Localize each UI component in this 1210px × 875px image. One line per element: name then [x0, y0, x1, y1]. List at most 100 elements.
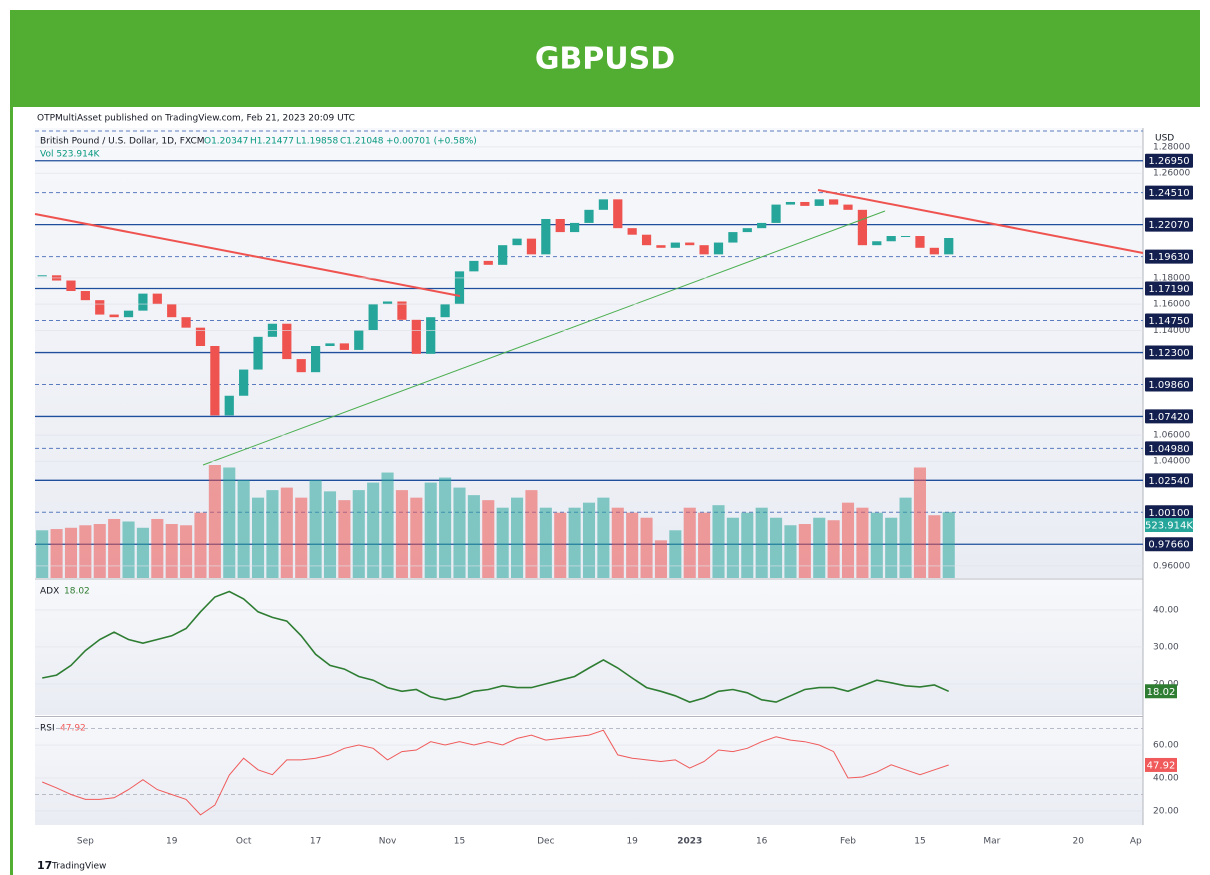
level-box [1145, 409, 1193, 424]
volume-bar [309, 480, 322, 578]
x-tick-label: 20 [1073, 837, 1085, 847]
level-label: 1.04980 [1148, 444, 1189, 455]
x-tick-label: Mar [983, 837, 1000, 847]
candle [843, 204, 853, 210]
volume-bar [395, 490, 408, 578]
candle [296, 359, 306, 373]
y-tick-label: 40.00 [1153, 605, 1179, 615]
volume-bar [180, 525, 193, 578]
candle [929, 247, 939, 255]
volume-bar [511, 497, 524, 578]
level-label: 0.97660 [1148, 540, 1189, 551]
level-label: 1.00100 [1148, 508, 1189, 519]
volume-bar [323, 491, 337, 578]
page-title: GBPUSD [535, 42, 675, 77]
x-tick-label: 2023 [677, 837, 702, 847]
level-box [1145, 505, 1193, 520]
candle [512, 238, 522, 246]
y-tick-label: 1.04000 [1153, 457, 1190, 467]
volume-bar [813, 517, 826, 578]
level-label: 1.24510 [1148, 188, 1189, 199]
footer: TradingView [51, 862, 106, 872]
value-badge-label: 47.92 [1147, 760, 1176, 771]
x-tick-label: 19 [166, 837, 178, 847]
candle [900, 236, 911, 238]
candle [411, 319, 421, 354]
volume-bar [770, 517, 783, 578]
volume-bar [755, 507, 768, 578]
y-tick-label: 1.14000 [1153, 326, 1190, 336]
ohlc-low: L1.19858 [296, 137, 339, 147]
volume-bar [165, 524, 178, 578]
volume-bar [640, 517, 653, 578]
y-tick-label: 1.18000 [1153, 273, 1190, 283]
y-tick-label: 60.00 [1153, 741, 1179, 751]
volume-bar [885, 517, 898, 578]
volume-bar [251, 497, 265, 578]
volume-bar [381, 472, 394, 578]
candle [555, 218, 565, 233]
left-border [10, 107, 13, 875]
candle [656, 245, 666, 248]
volume-bar [841, 502, 855, 578]
candle [598, 199, 608, 210]
candle [397, 301, 407, 320]
candle [325, 343, 335, 346]
candle [239, 369, 249, 396]
candle [699, 245, 709, 255]
volume-bar [367, 482, 380, 578]
candle [282, 323, 292, 360]
value-badge [1145, 757, 1177, 772]
volume-bar [280, 487, 293, 578]
candle [800, 201, 810, 206]
level-label: 1.09860 [1148, 380, 1189, 391]
currency: USD [1155, 134, 1174, 144]
volume-bar [482, 500, 495, 578]
volume-bar [827, 520, 840, 578]
volume-bar [913, 467, 927, 578]
ohlc-open: O1.20347 [204, 137, 248, 147]
symbol: British Pound / U.S. Dollar, 1D, FXCM [40, 137, 205, 147]
adx-name: ADX [40, 587, 59, 597]
level-box [1145, 537, 1193, 552]
value-badge [1145, 684, 1177, 699]
candle [426, 317, 436, 354]
level-box [1145, 441, 1193, 456]
volume-bar [942, 512, 955, 578]
volume-bar [36, 530, 49, 578]
volume-bar [208, 465, 221, 578]
y-tick-label: 1.16000 [1153, 300, 1190, 310]
candle [641, 234, 652, 246]
indicator-line [42, 590, 950, 703]
value-badge-label: 18.02 [1147, 687, 1176, 698]
level-box [1145, 217, 1193, 232]
candle [454, 271, 465, 305]
candle [771, 204, 781, 223]
volume-bar [870, 512, 883, 578]
candle [915, 236, 925, 248]
level-box [1145, 249, 1193, 264]
candle [354, 330, 364, 350]
level-box [1145, 345, 1193, 360]
level-label: 1.19630 [1148, 252, 1189, 263]
x-tick-label: Oct [236, 837, 252, 847]
volume-bar [496, 507, 509, 578]
y-tick-label: 20.00 [1153, 806, 1179, 816]
volume-bar [741, 512, 754, 578]
candle [944, 238, 954, 255]
level-label: 1.22070 [1148, 220, 1189, 231]
candle [627, 228, 637, 235]
candle [526, 238, 537, 255]
volume-bar [151, 518, 164, 578]
volume-bar [597, 497, 610, 578]
volume-bar [669, 530, 682, 578]
x-tick-label: Nov [379, 837, 397, 847]
candle [339, 343, 349, 350]
volume-bar [424, 482, 437, 578]
candle [483, 260, 493, 265]
y-tick-label: 40.00 [1153, 774, 1179, 784]
candle [541, 218, 551, 255]
candle [210, 345, 220, 416]
